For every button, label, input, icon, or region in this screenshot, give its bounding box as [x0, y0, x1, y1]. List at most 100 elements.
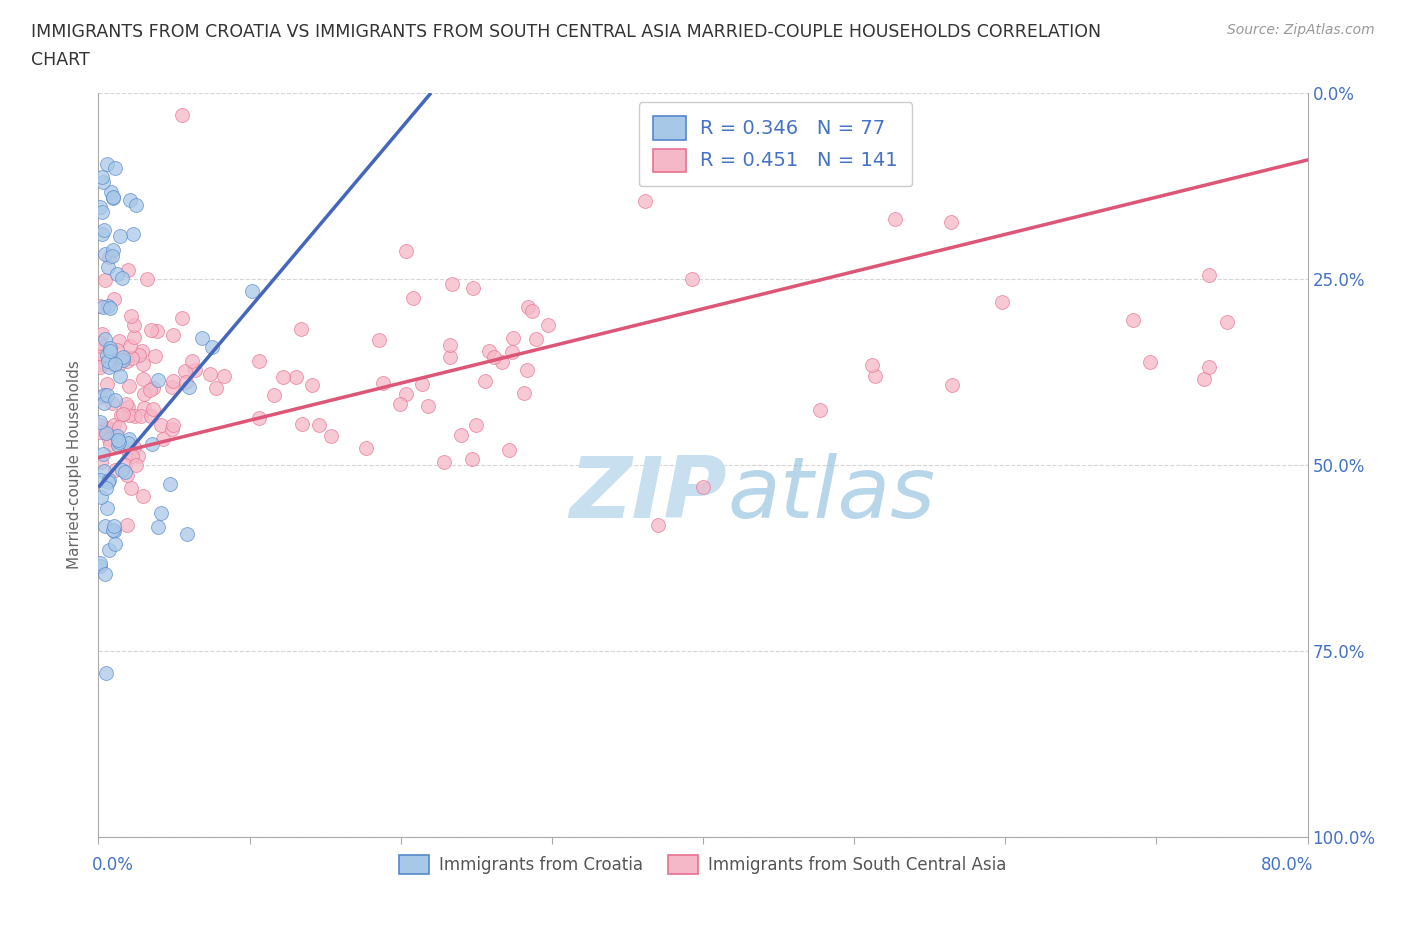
Point [440, 277, 463, 292]
Point [94, 666, 117, 681]
Point [131, 343, 153, 358]
Point [101, 248, 124, 263]
Point [110, 408, 132, 423]
Point [111, 462, 134, 477]
Point [93, 299, 115, 314]
Point [122, 317, 145, 332]
Text: IMMIGRANTS FROM CROATIA VS IMMIGRANTS FROM SOUTH CENTRAL ASIA MARRIED-COUPLE HOU: IMMIGRANTS FROM CROATIA VS IMMIGRANTS FR… [31, 23, 1101, 41]
Point [97, 432, 120, 446]
Point [108, 420, 131, 435]
Point [174, 364, 197, 379]
Point [94, 566, 117, 581]
Point [98, 300, 121, 315]
Point [103, 524, 125, 538]
Point [450, 428, 472, 443]
Point [114, 458, 136, 472]
Point [517, 299, 540, 314]
Point [108, 334, 131, 349]
Point [991, 295, 1014, 310]
Point [139, 382, 162, 397]
Point [108, 357, 131, 372]
Point [143, 349, 166, 364]
Point [111, 271, 134, 286]
Point [439, 338, 461, 352]
Point [118, 407, 141, 422]
Point [117, 467, 139, 482]
Point [160, 379, 183, 394]
Point [96, 500, 118, 515]
Point [128, 348, 150, 363]
Point [104, 392, 127, 407]
Point [941, 377, 963, 392]
Point [808, 402, 831, 417]
Point [94, 518, 117, 533]
Point [91, 421, 114, 436]
Point [121, 448, 143, 463]
Point [122, 226, 145, 241]
Point [91, 175, 114, 190]
Point [647, 517, 669, 532]
Point [93, 395, 115, 410]
Point [520, 303, 543, 318]
Point [176, 527, 198, 542]
Point [111, 349, 134, 364]
Point [146, 373, 169, 388]
Point [90, 455, 112, 470]
Point [132, 356, 155, 371]
Point [103, 291, 125, 306]
Point [122, 329, 145, 344]
Point [512, 385, 534, 400]
Point [477, 344, 499, 359]
Point [491, 354, 513, 369]
Point [939, 215, 962, 230]
Point [105, 267, 128, 282]
Point [103, 518, 125, 533]
Point [145, 324, 167, 339]
Point [271, 369, 294, 384]
Point [212, 369, 235, 384]
Point [118, 193, 141, 207]
Point [105, 343, 128, 358]
Point [162, 327, 184, 342]
Point [174, 375, 197, 390]
Point [1215, 314, 1237, 329]
Point [97, 299, 120, 313]
Point [89, 356, 111, 371]
Point [111, 406, 134, 421]
Point [112, 352, 135, 367]
Point [90, 205, 112, 219]
Point [122, 439, 145, 454]
Point [439, 350, 461, 365]
Point [94, 272, 117, 287]
Point [108, 369, 131, 384]
Point [97, 542, 120, 557]
Point [120, 308, 142, 323]
Point [103, 242, 125, 257]
Point [389, 396, 412, 411]
Point [146, 520, 169, 535]
Point [104, 537, 127, 551]
Point [1122, 312, 1144, 327]
Point [863, 369, 886, 384]
Point [152, 432, 174, 447]
Point [93, 222, 115, 237]
Point [162, 418, 184, 432]
Point [101, 189, 124, 204]
Point [91, 169, 114, 184]
Point [1139, 355, 1161, 370]
Point [96, 348, 118, 363]
Point [89, 360, 111, 375]
Point [117, 262, 139, 277]
Point [98, 249, 121, 264]
Point [103, 418, 125, 432]
Point [104, 462, 127, 477]
Point [117, 436, 139, 451]
Point [101, 191, 124, 206]
Point [89, 424, 111, 439]
Point [139, 323, 162, 338]
Text: 80.0%: 80.0% [1261, 856, 1313, 873]
Point [319, 428, 342, 443]
Point [97, 420, 120, 435]
Point [263, 388, 285, 403]
Point [117, 445, 139, 460]
